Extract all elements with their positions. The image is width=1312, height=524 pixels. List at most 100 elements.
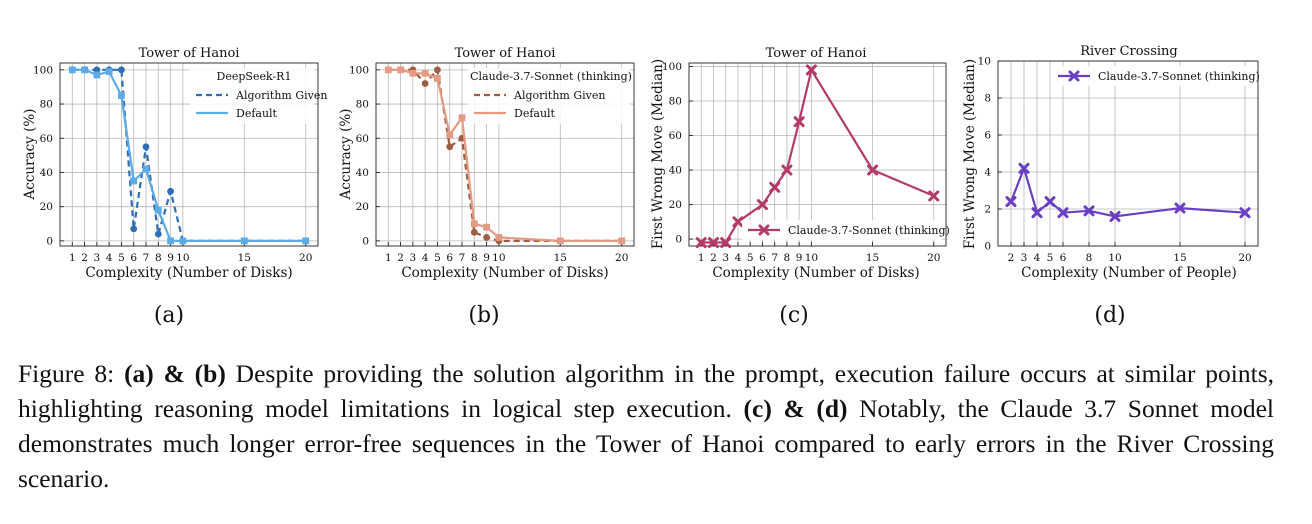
data-point	[143, 166, 150, 173]
x-tick-label: 8	[784, 252, 791, 264]
y-tick-label: 100	[349, 64, 369, 76]
x-tick-label: 1	[69, 252, 76, 264]
panel-b-plot: 1 2 3 4 5 6 7 8 9 10 15 20 0 20 40 60 80 100 Claude-3.7-So…	[349, 63, 634, 264]
panel-b-xlabel: Complexity (Number of Disks)	[401, 265, 608, 281]
x-tick-label: 20	[299, 252, 312, 264]
data-point	[130, 178, 137, 185]
data-point	[446, 143, 453, 150]
data-point	[471, 229, 478, 236]
x-tick-label: 7	[143, 252, 150, 264]
x-tick-label: 10	[805, 252, 818, 264]
x-tick-label: 4	[422, 252, 429, 264]
panel-a: Tower of Hanoi Complexity (Number of Dis…	[22, 46, 327, 328]
panel-c-title: Tower of Hanoi	[766, 46, 867, 61]
x-tick-label: 2	[397, 252, 404, 264]
panel-a-sublabel: (a)	[154, 303, 184, 328]
x-tick-label: 5	[1047, 252, 1054, 264]
data-point	[459, 114, 466, 121]
y-tick-label: 20	[356, 201, 369, 213]
x-tick-label: 7	[459, 252, 466, 264]
x-tick-label: 9	[796, 252, 803, 264]
y-tick-label: 8	[984, 93, 991, 105]
panel-b-ylabel: Accuracy (%)	[338, 109, 354, 201]
x-tick-label: 2	[1008, 252, 1015, 264]
plot-frame	[689, 63, 946, 246]
x-tick-label: 5	[118, 252, 125, 264]
panel-d-plot: 2 3 4 5 6 8 10 15 200246810Claude-3.7-Sonnet (th…	[978, 56, 1260, 265]
panel-d-title: River Crossing	[1080, 44, 1178, 59]
y-tick-label: 0	[46, 235, 53, 247]
y-tick-label: 80	[669, 95, 682, 107]
x-tick-label: 20	[1238, 252, 1251, 264]
data-point	[483, 224, 490, 231]
panel-c-xlabel: Complexity (Number of Disks)	[712, 265, 919, 281]
x-tick-label: 6	[130, 252, 137, 264]
y-tick-label: 60	[40, 133, 53, 145]
panel-c-sublabel: (c)	[779, 303, 809, 328]
y-tick-label: 4	[984, 167, 991, 179]
x-tick-label: 9	[483, 252, 490, 264]
legend-title: DeepSeek-R1	[217, 70, 292, 83]
panel-b-sublabel: (b)	[468, 303, 499, 328]
y-tick-label: 80	[356, 99, 369, 111]
data-point	[106, 68, 113, 75]
panel-a-plot: 1 2 3 4 5 6 7 8 9 10 15 20 0 20 40 60 80 100 DeepSeek-R1 Al…	[33, 63, 328, 264]
x-tick-label: 4	[735, 252, 742, 264]
data-point	[155, 207, 162, 214]
data-point	[422, 80, 429, 87]
data-point	[167, 188, 174, 195]
x-tick-label: 7	[771, 252, 778, 264]
panel-a-ylabel: Accuracy (%)	[22, 109, 38, 201]
data-point	[118, 92, 125, 99]
data-point	[385, 66, 392, 73]
y-tick-label: 0	[984, 241, 991, 253]
y-tick-label: 20	[669, 199, 682, 211]
y-tick-label: 20	[40, 201, 53, 213]
x-tick-label: 8	[1086, 252, 1093, 264]
y-tick-label: 6	[984, 130, 991, 142]
panel-c: Tower of Hanoi Complexity (Number of Dis…	[650, 46, 950, 328]
x-tick-label: 1	[385, 252, 392, 264]
x-tick-label: 15	[1173, 252, 1186, 264]
x-tick-label: 10	[492, 252, 505, 264]
panel-a-title: Tower of Hanoi	[139, 46, 240, 61]
data-point	[69, 66, 76, 73]
y-tick-label: 80	[40, 99, 53, 111]
x-tick-label: 10	[1108, 252, 1121, 264]
x-tick-label: 4	[106, 252, 113, 264]
legend-title: Claude-3.7-Sonnet (thinking)	[470, 70, 632, 83]
figure-caption: Figure 8: (a) & (b) Despite providing th…	[18, 356, 1274, 496]
x-tick-label: 2	[710, 252, 717, 264]
data-point	[118, 66, 125, 73]
y-tick-label: 40	[669, 165, 682, 177]
x-tick-label: 15	[554, 252, 567, 264]
data-point	[93, 72, 100, 79]
y-tick-label: 60	[356, 133, 369, 145]
legend-label: Default	[236, 107, 278, 120]
panel-a-xlabel: Complexity (Number of Disks)	[85, 265, 292, 281]
data-point	[422, 70, 429, 77]
figure-panels: Tower of Hanoi Complexity (Number of Dis…	[0, 0, 1312, 345]
data-point	[167, 237, 174, 244]
x-tick-label: 10	[176, 252, 189, 264]
panel-d-sublabel: (d)	[1094, 303, 1125, 328]
x-tick-label: 6	[1060, 252, 1067, 264]
legend-label: Algorithm Given	[235, 89, 327, 102]
data-point	[81, 66, 88, 73]
legend-label: Claude-3.7-Sonnet (thinking)	[788, 224, 950, 237]
data-point	[495, 234, 502, 241]
y-tick-label: 0	[362, 235, 369, 247]
caption-ab: (a) & (b)	[124, 359, 226, 388]
panel-d-ylabel: First Wrong Move (Median)	[962, 59, 978, 249]
y-tick-label: 40	[40, 167, 53, 179]
x-tick-label: 15	[866, 252, 879, 264]
series-line	[701, 70, 934, 243]
y-tick-label: 100	[662, 61, 682, 73]
y-tick-label: 100	[33, 64, 53, 76]
panel-b-title: Tower of Hanoi	[455, 46, 556, 61]
x-tick-label: 8	[471, 252, 478, 264]
x-tick-label: 15	[238, 252, 251, 264]
x-tick-label: 1	[698, 252, 705, 264]
data-point	[434, 66, 441, 73]
data-point	[130, 225, 137, 232]
